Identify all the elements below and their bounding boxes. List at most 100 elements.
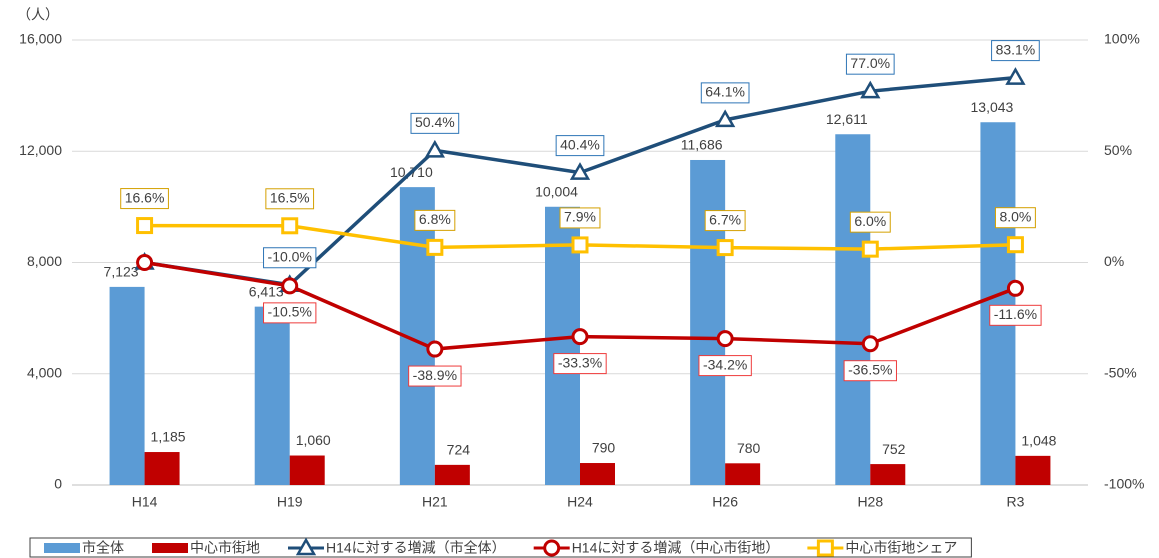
bar: [254, 306, 290, 485]
legend-swatch: [44, 543, 80, 553]
line-value-label: -11.6%: [994, 306, 1037, 322]
line-marker: [861, 335, 879, 353]
line-value-label: -34.2%: [703, 356, 747, 372]
line-value-label: 83.1%: [996, 41, 1036, 57]
y2-tick-label: -50%: [1104, 364, 1137, 380]
y-tick-label: 12,000: [19, 142, 62, 158]
bar-value-label: 724: [447, 442, 471, 458]
legend-label: H14に対する増減（市全体）: [326, 540, 506, 556]
line-marker: [860, 80, 881, 99]
bar: [1015, 455, 1051, 485]
line-value-label: -33.3%: [558, 354, 602, 370]
legend-marker: [295, 537, 317, 556]
bar: [725, 463, 761, 485]
bar: [980, 122, 1016, 485]
bar-value-label: 790: [592, 440, 616, 456]
bar: [434, 464, 470, 485]
y-tick-label: 0: [54, 476, 62, 492]
value-label-box: [120, 188, 169, 210]
bar: [580, 463, 615, 485]
x-tick-label: H24: [567, 494, 593, 510]
value-label-box: [991, 40, 1040, 62]
legend-label: 市全体: [82, 540, 124, 556]
line-value-label: 6.8%: [419, 211, 451, 227]
line-marker: [1005, 67, 1026, 85]
value-label-box: [845, 53, 895, 75]
line-value-label: 16.6%: [125, 189, 165, 205]
legend-label: 中心市街地: [190, 540, 260, 556]
x-tick-label: H14: [132, 494, 158, 510]
legend-swatch: [152, 543, 188, 553]
value-label-box: [408, 365, 462, 387]
bar-value-label: 1,185: [151, 429, 186, 445]
line-value-label: 64.1%: [705, 84, 745, 100]
legend-marker: [543, 539, 561, 557]
line-marker: [716, 239, 734, 257]
value-label-box: [410, 112, 460, 134]
bar: [870, 464, 906, 485]
bar: [835, 134, 871, 485]
bar-value-label: 12,611: [826, 111, 868, 127]
bar: [109, 286, 145, 485]
bar-value-label: 7,123: [104, 264, 139, 280]
line-marker: [716, 330, 734, 348]
line-value-label: 7.9%: [564, 209, 596, 225]
value-label-box: [414, 209, 456, 231]
line-value-label: -10.0%: [268, 248, 312, 264]
x-tick-label: H28: [857, 494, 883, 510]
value-label-box: [553, 353, 607, 375]
y-tick-label: 16,000: [19, 31, 62, 47]
bar-value-label: 10,004: [535, 183, 578, 199]
value-label-box: [698, 355, 752, 377]
value-label-box: [700, 82, 750, 104]
line-marker: [136, 254, 154, 271]
line-marker: [426, 238, 444, 256]
line-value-label: -38.9%: [413, 367, 457, 383]
bar-value-label: 780: [737, 440, 761, 456]
bar-value-label: 11,686: [681, 137, 723, 153]
line-marker: [861, 240, 879, 258]
bar-value-label: 752: [882, 441, 906, 457]
x-tick-label: H19: [277, 494, 303, 510]
bar: [690, 159, 726, 485]
line-marker: [714, 109, 736, 128]
line-marker: [571, 328, 589, 346]
y2-tick-label: 50%: [1104, 142, 1132, 158]
y2-tick-label: -100%: [1104, 476, 1144, 492]
line-marker: [1006, 236, 1024, 254]
line-marker: [136, 217, 154, 235]
line-value-label: 6.0%: [854, 213, 886, 229]
bar-value-label: 13,043: [971, 99, 1014, 115]
y-tick-label: 4,000: [27, 364, 62, 380]
value-label-box: [559, 207, 601, 229]
x-tick-label: H21: [422, 494, 448, 510]
line-value-label: 6.7%: [709, 211, 741, 227]
line-marker: [424, 139, 446, 158]
value-label-box: [265, 188, 315, 210]
line-value-label: -10.5%: [268, 304, 312, 320]
legend-label: 中心市街地シェア: [845, 540, 957, 556]
value-label-box: [994, 207, 1036, 229]
value-label-box: [263, 247, 317, 269]
line-value-label: 50.4%: [415, 114, 455, 130]
line-value-label: 8.0%: [999, 208, 1031, 224]
value-label-box: [263, 302, 317, 324]
x-tick-label: R3: [1006, 494, 1024, 510]
legend: 市全体 中心市街地 H14に対する増減（市全体） H14に対する増減（中心市街地） 中心…: [29, 537, 972, 558]
line-value-label: 77.0%: [850, 55, 890, 71]
bar: [144, 452, 180, 485]
line-marker: [281, 277, 299, 295]
line-marker: [1006, 279, 1024, 297]
legend-label: H14に対する増減（中心市街地）: [572, 540, 780, 556]
legend-marker: [816, 539, 834, 557]
value-label-box: [989, 304, 1042, 326]
bar-value-label: 1,060: [296, 432, 331, 448]
y2-tick-label: 100%: [1104, 31, 1140, 47]
y2-tick-label: 0%: [1104, 253, 1124, 269]
value-label-box: [849, 211, 891, 233]
x-tick-label: H26: [712, 494, 738, 510]
line-marker: [281, 217, 299, 235]
line-value-label: 40.4%: [560, 136, 600, 152]
line-marker: [569, 162, 591, 180]
